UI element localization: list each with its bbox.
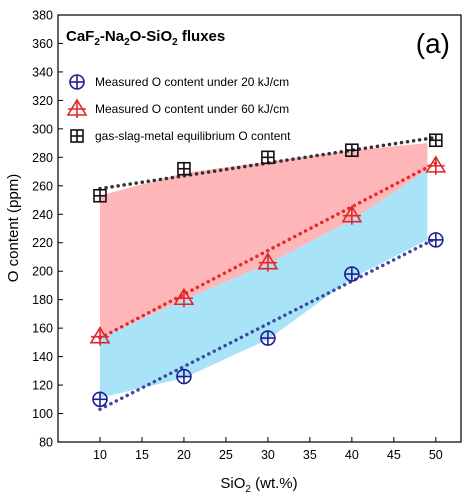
y-tick-label-7: 220 [32,236,53,250]
y-tick-label-1: 100 [32,407,53,421]
y-tick-label-3: 140 [32,350,53,364]
y-axis-title: O content (ppm) [5,174,22,282]
plot-frame [57,14,462,443]
series-2-point-4 [429,133,443,148]
legend-marker-1 [66,98,88,118]
x-tick-label-2: 20 [177,448,191,462]
panel-label: (a) [416,28,450,59]
y-tick-label-4: 160 [32,322,53,336]
y-tick-label-10: 280 [32,151,53,165]
series-1-point-4 [425,155,447,175]
series-1-point-1 [173,287,195,308]
y-tick-label-5: 180 [32,293,53,307]
chart-title: CaF2-Na2O-SiO2 fluxes [66,28,225,48]
legend-label-0: Measured O content under 20 kJ/cm [95,75,289,89]
y-tick-label-8: 240 [32,208,53,222]
y-tick-label-9: 260 [32,179,53,193]
legend-marker-0 [69,74,85,90]
y-axis: 80 100 120 140 160 180 200 220 240 260 280 300 320 34… [32,9,63,450]
series-1-point-3 [341,205,363,225]
marker-layer [89,133,447,408]
shaded-band-1 [99,170,428,398]
series-2-point-2 [261,150,275,165]
x-tick-label-8: 50 [429,448,443,462]
legend: Measured O content under 20 kJ/cm Measure… [66,74,291,143]
x-tick-label-1: 15 [135,448,149,462]
x-axis-title: SiO2 (wt.%) [220,475,297,495]
y-tick-label-14: 360 [32,37,53,51]
series-0-point-4 [428,232,444,248]
x-tick-label-4: 30 [261,448,275,462]
x-tick-label-0: 10 [93,448,107,462]
legend-marker-2 [70,129,84,143]
x-tick-label-7: 45 [387,448,401,462]
series-1-point-2 [257,252,279,272]
series-0-point-1 [176,368,192,385]
trend-line-0 [98,236,438,412]
x-axis: 10 15 20 25 30 35 40 45 50 [93,437,443,462]
x-tick-label-6: 40 [345,448,359,462]
series-1-point-0 [89,326,111,346]
series-0-point-3 [344,266,360,282]
series-0-point-0 [92,391,108,408]
series-0-point-2 [260,330,276,346]
trend-line-1 [98,161,438,340]
x-tick-label-3: 25 [219,448,233,462]
band-layer [99,143,428,398]
y-tick-label-12: 320 [32,94,53,108]
y-tick-label-0: 80 [39,436,53,450]
y-tick-label-2: 120 [32,379,53,393]
y-tick-label-6: 200 [32,265,53,279]
y-tick-label-13: 340 [32,65,53,79]
series-2-point-3 [345,143,359,158]
y-tick-label-11: 300 [32,122,53,136]
series-2-point-0 [93,188,107,203]
legend-label-1: Measured O content under 60 kJ/cm [95,102,289,116]
y-tick-label-15: 380 [32,9,53,23]
x-tick-label-5: 35 [303,448,317,462]
legend-label-2: gas-slag-metal equilibrium O content [95,129,291,143]
shaded-band-0 [99,143,428,339]
series-2-point-1 [177,161,191,176]
